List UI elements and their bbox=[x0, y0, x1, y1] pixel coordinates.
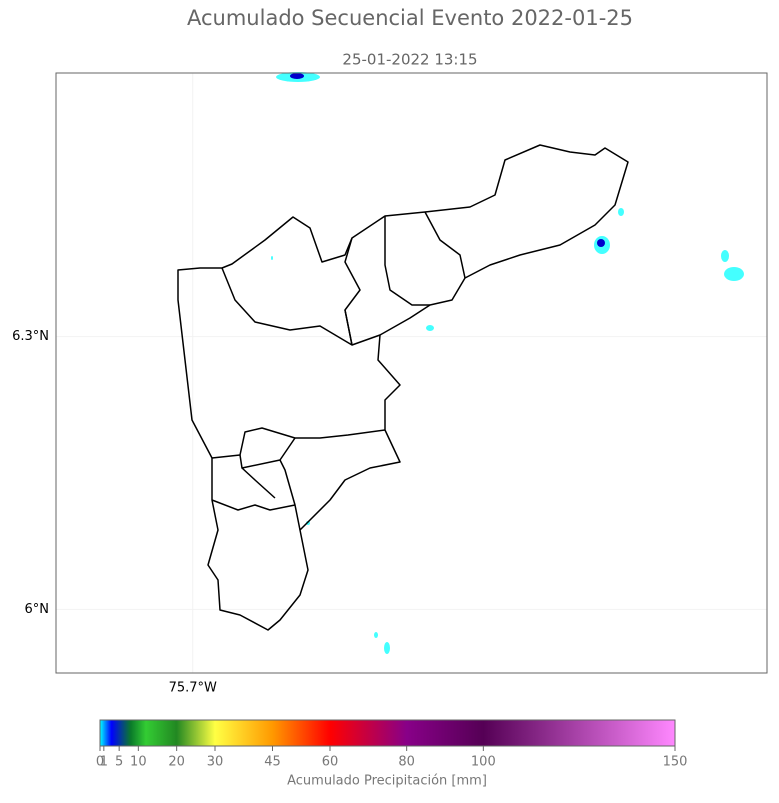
y-tick-label: 6.3°N bbox=[12, 329, 49, 344]
x-tick-label: 75.7°W bbox=[169, 681, 217, 696]
colorbar-tick-label: 80 bbox=[398, 755, 415, 770]
colorbar-tick-label: 1 bbox=[100, 755, 108, 770]
colorbar-tick-label: 10 bbox=[130, 755, 147, 770]
rain-areas bbox=[271, 72, 744, 654]
colorbar bbox=[99, 719, 676, 747]
boundaries bbox=[177, 144, 629, 631]
colorbar-tick-label: 100 bbox=[471, 755, 496, 770]
title: Acumulado Secuencial Evento 2022-01-25 bbox=[187, 6, 633, 30]
colorbar-tick-label: 20 bbox=[168, 755, 185, 770]
subtitle: 25-01-2022 13:15 bbox=[342, 51, 477, 69]
colorbar-tick-label: 150 bbox=[663, 755, 688, 770]
colorbar-tick-label: 45 bbox=[264, 755, 281, 770]
colorbar-label: Acumulado Precipitación [mm] bbox=[287, 774, 487, 789]
colorbar-tick-label: 5 bbox=[115, 755, 123, 770]
colorbar-tick-label: 60 bbox=[322, 755, 339, 770]
colorbar-tick-label: 0 bbox=[96, 755, 104, 770]
map-frame bbox=[55, 72, 768, 674]
colorbar-tick-label: 30 bbox=[207, 755, 224, 770]
y-tick-label: 6°N bbox=[25, 602, 50, 617]
